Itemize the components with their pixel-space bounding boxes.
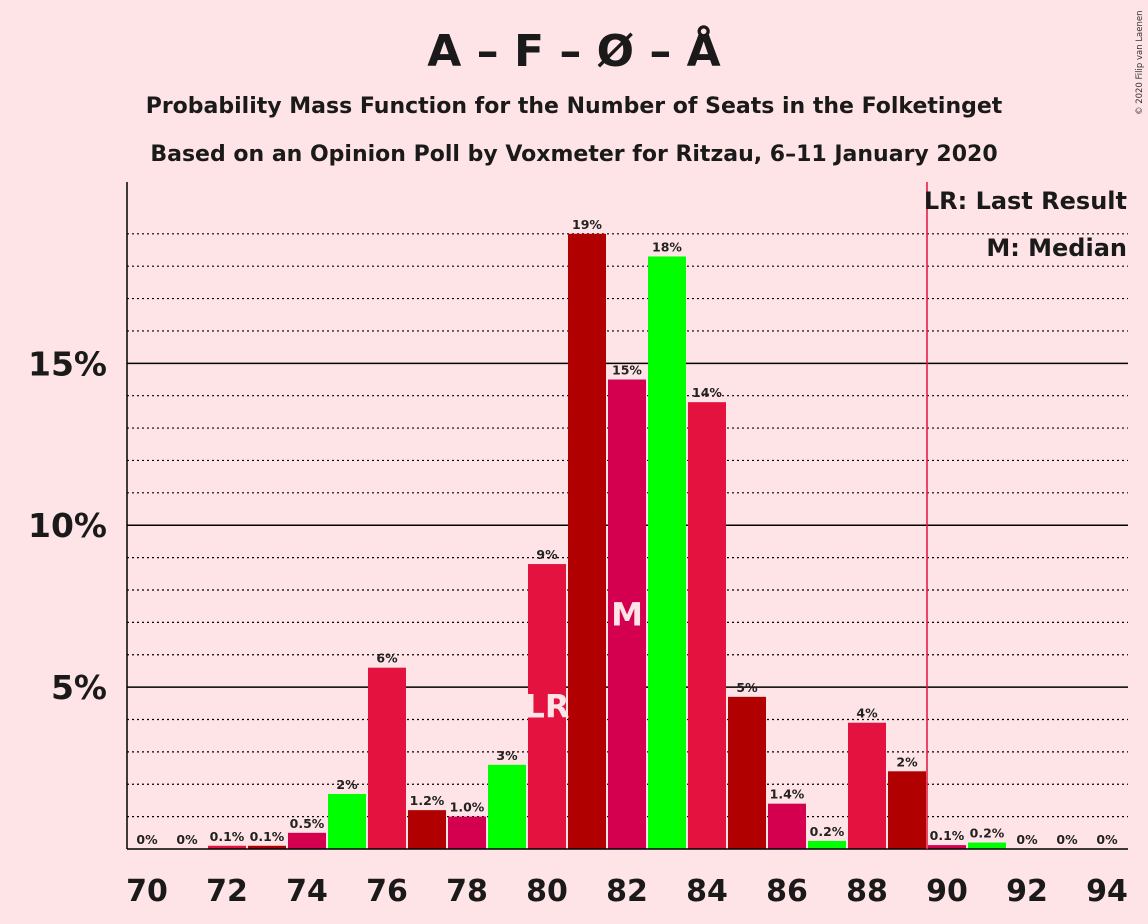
data-labels: 0% 0% 0.1% 0.1% 0.5% 2% 6% 1.2% 1.0% 3% 9% 19% 15% 18… <box>136 217 1118 847</box>
bar-seat-83 <box>648 256 686 849</box>
bar-seat-80 <box>528 564 566 849</box>
bar-seat-78 <box>448 816 486 849</box>
bar-seat-89 <box>888 771 926 849</box>
x-tick-label: 80 <box>526 874 568 909</box>
y-tick-label: 10% <box>28 506 107 545</box>
bar-seat-88 <box>848 722 886 849</box>
bar-seat-73 <box>248 845 286 849</box>
bar-seat-86 <box>768 803 806 849</box>
x-tick-label: 84 <box>686 874 728 909</box>
data-label-seat-85: 5% <box>736 680 758 695</box>
data-label-seat-78: 1.0% <box>450 800 485 815</box>
median-marker: M <box>611 595 643 633</box>
chart-subtitle-1: Probability Mass Function for the Number… <box>146 94 1003 119</box>
copyright-text: © 2020 Filip van Laenen <box>1135 11 1145 116</box>
data-label-seat-80: 9% <box>536 547 558 562</box>
y-tick-label: 5% <box>51 668 107 707</box>
bar-seat-82 <box>608 379 646 849</box>
x-tick-label: 86 <box>766 874 808 909</box>
x-tick-label: 82 <box>606 874 648 909</box>
bar-seat-91 <box>968 842 1006 849</box>
data-label-seat-88: 4% <box>856 706 878 721</box>
data-label-seat-91: 0.2% <box>970 826 1005 841</box>
x-tick-label: 70 <box>126 874 168 909</box>
data-label-seat-81: 19% <box>572 217 602 232</box>
bar-seat-81 <box>568 233 606 849</box>
data-label-seat-76: 6% <box>376 651 398 666</box>
data-label-seat-90: 0.1% <box>930 828 965 843</box>
x-tick-label: 76 <box>366 874 408 909</box>
data-label-seat-94: 0% <box>1096 832 1118 847</box>
data-label-seat-75: 2% <box>336 777 358 792</box>
data-label-seat-74: 0.5% <box>290 816 325 831</box>
data-label-seat-87: 0.2% <box>810 824 845 839</box>
data-label-seat-93: 0% <box>1056 832 1078 847</box>
bar-seat-84 <box>688 402 726 849</box>
data-label-seat-71: 0% <box>176 832 198 847</box>
y-axis-ticks: 5% 10% 15% <box>28 344 107 707</box>
x-tick-label: 74 <box>286 874 328 909</box>
bar-seat-87 <box>808 840 846 849</box>
bar-seat-76 <box>368 667 406 849</box>
chart-subtitle-2: Based on an Opinion Poll by Voxmeter for… <box>150 142 997 167</box>
x-tick-label: 90 <box>926 874 968 909</box>
data-label-seat-70: 0% <box>136 832 158 847</box>
x-tick-label: 72 <box>206 874 248 909</box>
bar-seat-75 <box>328 793 366 849</box>
y-tick-label: 15% <box>28 344 107 383</box>
data-label-seat-89: 2% <box>896 754 918 769</box>
bar-seat-74 <box>288 832 326 849</box>
bar-seat-90 <box>928 845 966 849</box>
x-tick-label: 88 <box>846 874 888 909</box>
x-tick-label: 92 <box>1006 874 1048 909</box>
legend-median: M: Median <box>986 234 1127 262</box>
data-label-seat-73: 0.1% <box>250 829 285 844</box>
chart-title: A – F – Ø – Å <box>427 24 720 77</box>
data-label-seat-82: 15% <box>612 363 642 378</box>
data-label-seat-72: 0.1% <box>210 829 245 844</box>
bar-seat-72 <box>208 845 246 849</box>
x-tick-label: 94 <box>1086 874 1128 909</box>
x-tick-label: 78 <box>446 874 488 909</box>
data-label-seat-92: 0% <box>1016 832 1038 847</box>
data-label-seat-79: 3% <box>496 748 518 763</box>
bar-seat-85 <box>728 696 766 849</box>
bars <box>208 233 1006 849</box>
data-label-seat-77: 1.2% <box>410 793 445 808</box>
x-axis-ticks: 70 72 74 76 78 80 82 84 86 88 90 92 94 <box>126 874 1128 909</box>
data-label-seat-86: 1.4% <box>770 787 805 802</box>
legend-last-result: LR: Last Result <box>924 187 1127 215</box>
bar-seat-79 <box>488 764 526 849</box>
data-label-seat-83: 18% <box>652 239 682 254</box>
data-label-seat-84: 14% <box>692 385 722 400</box>
last-result-marker: LR <box>524 688 569 726</box>
bar-seat-77 <box>408 810 446 849</box>
